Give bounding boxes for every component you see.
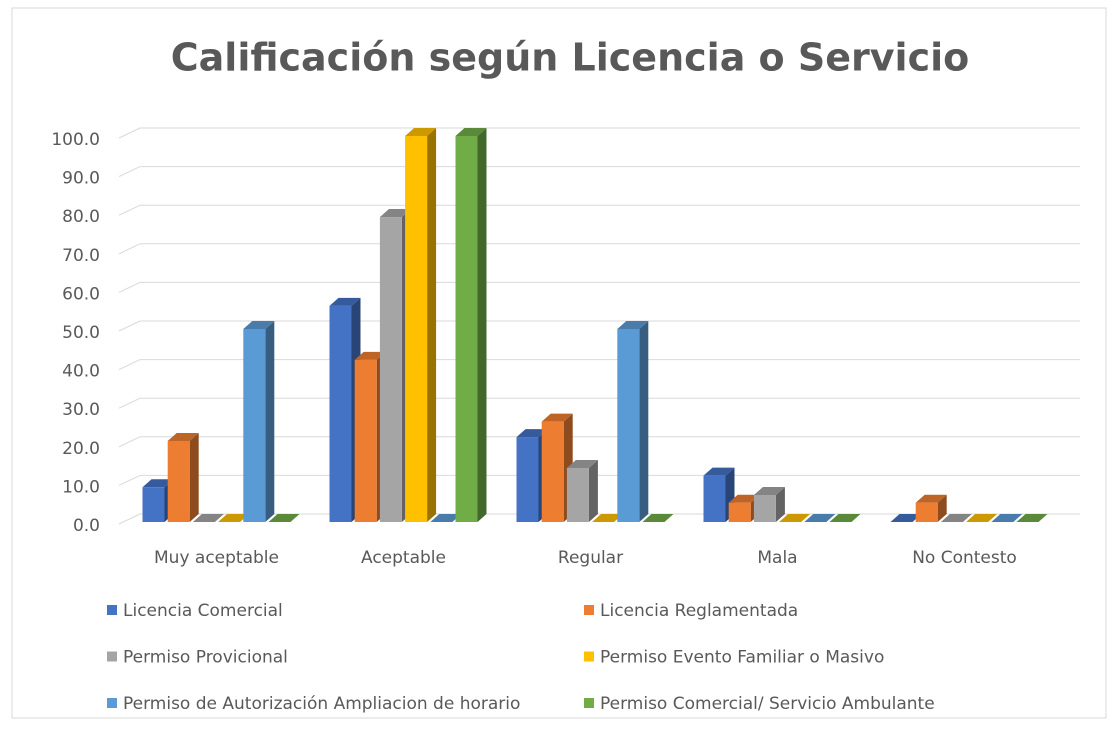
bar (541, 421, 564, 522)
bar-top (779, 514, 811, 522)
bar-top (703, 467, 735, 476)
grid-stub (118, 281, 141, 293)
bar-top (354, 351, 386, 360)
legend-swatch (107, 698, 117, 708)
bar-top (541, 413, 573, 422)
bar-top (192, 514, 224, 522)
legend-swatch (107, 651, 117, 662)
bar-top (940, 514, 972, 522)
bar-side (775, 486, 785, 522)
legend-swatch (107, 605, 117, 615)
bar (405, 136, 428, 522)
bar-side (639, 321, 649, 522)
y-tick-label: 60.0 (62, 284, 100, 304)
bar-side (265, 321, 275, 522)
bar-side (937, 494, 947, 522)
bar-top (405, 128, 437, 136)
legend-label: Permiso Comercial/ Servicio Ambulante (600, 694, 935, 714)
y-tick-label: 20.0 (62, 439, 100, 459)
bar-top (966, 514, 998, 522)
grid-stub (118, 397, 141, 409)
bar (167, 440, 190, 522)
grid-stub (118, 320, 141, 332)
bar (566, 467, 589, 522)
grid-stub (118, 513, 141, 525)
bar-top (516, 429, 548, 438)
y-tick-label: 80.0 (62, 207, 100, 227)
bar-top (728, 494, 760, 503)
bar-top (142, 479, 174, 488)
legend-label: Permiso de Autorización Ampliacion de ho… (123, 694, 520, 714)
bar-top (991, 514, 1023, 522)
legend-label: Licencia Comercial (123, 601, 283, 621)
bar-top (329, 297, 361, 306)
bar-top (218, 514, 250, 522)
legend-swatch (584, 698, 594, 708)
x-tick-label: Mala (757, 548, 797, 568)
bar-top (804, 514, 836, 522)
bar-top (455, 128, 487, 136)
bar-top (890, 514, 922, 522)
x-tick-label: Regular (558, 548, 623, 568)
x-tick-label: No Contesto (912, 548, 1017, 568)
x-tick-label: Muy aceptable (154, 548, 279, 568)
bar-top (915, 494, 947, 503)
y-tick-label: 40.0 (62, 362, 100, 382)
bar (455, 136, 478, 522)
grid-stub (118, 474, 141, 486)
legend-swatch (584, 651, 594, 662)
legend-swatch (584, 605, 594, 615)
bar (354, 359, 377, 522)
bar (243, 329, 266, 522)
bar (379, 217, 402, 522)
bar-top (243, 321, 275, 329)
y-tick-label: 30.0 (62, 400, 100, 420)
bar-top (642, 514, 674, 522)
bar (703, 475, 726, 522)
legend-label: Permiso Provicional (123, 648, 288, 668)
bar (915, 502, 938, 522)
bar (753, 494, 776, 522)
y-tick-label: 100.0 (51, 130, 100, 150)
y-tick-label: 0.0 (73, 516, 100, 536)
grid-stub (118, 204, 141, 216)
bar-side (427, 128, 437, 522)
y-tick-label: 90.0 (62, 169, 100, 189)
y-tick-label: 10.0 (62, 477, 100, 497)
bar-top (1016, 514, 1048, 522)
bar-top (566, 459, 598, 468)
bar-top (592, 514, 624, 522)
x-tick-label: Aceptable (361, 548, 446, 568)
y-tick-label: 50.0 (62, 323, 100, 343)
legend-label: Licencia Reglamentada (600, 601, 798, 621)
bar-top (829, 514, 861, 522)
bar-side (588, 459, 598, 522)
bar-top (753, 486, 785, 495)
bar (516, 437, 539, 522)
legend-label: Permiso Evento Familiar o Masivo (600, 648, 884, 668)
bar-top (617, 321, 649, 329)
bar-top (167, 432, 199, 441)
grid-stub (118, 359, 141, 371)
bar (142, 487, 165, 522)
chart-title: Calificación según Licencia o Servicio (171, 36, 969, 80)
grid-stub (118, 166, 141, 178)
y-tick-label: 70.0 (62, 246, 100, 266)
grid-stub (118, 243, 141, 255)
bar-top (430, 514, 462, 522)
bar (728, 502, 751, 522)
chart-frame (11, 7, 1107, 719)
bar-top (268, 514, 300, 522)
bar (617, 329, 640, 522)
bar-side (477, 128, 487, 522)
bar-side (189, 432, 199, 522)
grid-stub (118, 127, 141, 139)
grid-stub (118, 436, 141, 448)
bar (329, 305, 352, 522)
bar-top (379, 209, 411, 218)
